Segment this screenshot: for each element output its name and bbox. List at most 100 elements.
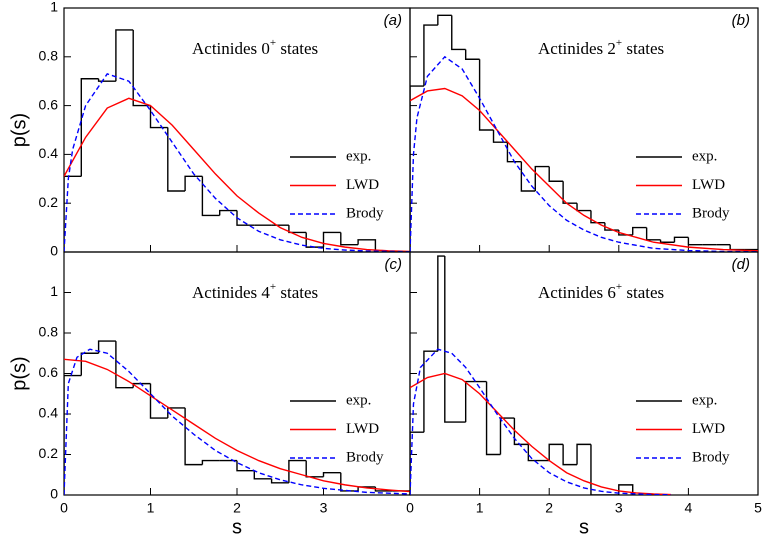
legend-label: Brody [346, 449, 384, 465]
panel-title: Actinides 0+ states [192, 37, 318, 58]
histogram-bin [492, 130, 508, 143]
histogram-bin [410, 431, 424, 495]
histogram-bin [464, 49, 480, 60]
title-main: Actinides 4 [192, 283, 270, 302]
histogram-bin [184, 175, 203, 191]
title-sup: + [616, 281, 622, 293]
title-end: states [622, 283, 664, 302]
panel-label: (b) [732, 12, 750, 29]
histogram-bin [201, 459, 220, 465]
panel-title: Actinides 2+ states [538, 37, 664, 58]
legend-label: exp. [346, 392, 371, 408]
legend-label: Brody [692, 449, 730, 465]
histogram-bin [64, 374, 82, 495]
y-tick-label: 0.6 [39, 96, 59, 112]
curve [410, 372, 672, 495]
histogram-bin [590, 210, 605, 224]
histogram-bin [149, 105, 168, 129]
histogram-bin [451, 15, 466, 51]
legend-label: exp. [346, 148, 371, 164]
y-tick-label: 0 [50, 486, 58, 502]
title-sup: + [270, 37, 276, 49]
y-tick-label: 1 [50, 283, 58, 299]
histogram-bin [410, 85, 424, 252]
histogram-bin [527, 444, 550, 462]
histogram-bin [618, 484, 634, 495]
x-tick-label: 2 [233, 500, 241, 516]
legend-label: LWD [346, 421, 379, 437]
legend-label: LWD [692, 421, 725, 437]
histogram-bin [357, 239, 377, 252]
histogram-bin [270, 478, 289, 484]
y-tick-label: 0.2 [39, 194, 59, 210]
legend-label: LWD [692, 177, 725, 193]
histogram-bin [562, 444, 578, 466]
panel-title: Actinides 6+ states [538, 281, 664, 302]
histogram-bin [322, 472, 341, 477]
histogram-bin [478, 59, 494, 131]
legend-label: LWD [346, 177, 379, 193]
x-tick-label: 1 [147, 500, 155, 516]
histogram-bin [184, 407, 203, 466]
y-tick-label: 0.8 [39, 324, 59, 340]
histogram-bin [513, 418, 529, 446]
y-axis-label: p(s) [8, 356, 30, 390]
histogram-bin [236, 210, 255, 226]
histogram-bin [520, 161, 536, 192]
histogram-bin [423, 24, 438, 87]
curve [410, 87, 758, 252]
y-axis-label: p(s) [8, 113, 30, 147]
curve [64, 358, 410, 493]
x-tick-label: 4 [685, 500, 693, 516]
y-tick-label: 1 [50, 0, 58, 15]
histogram-bin [444, 256, 466, 423]
y-tick-label: 0.2 [39, 445, 59, 461]
title-main: Actinides 2 [538, 39, 616, 58]
histogram-bin [167, 127, 186, 192]
legend-label: exp. [692, 392, 717, 408]
histogram-bin [729, 244, 745, 251]
histogram-bin [115, 341, 134, 389]
histogram-bin [97, 78, 116, 82]
title-main: Actinides 0 [192, 39, 270, 58]
panel: exp. LWD Brody Actinides 2+ states (b) [409, 7, 759, 253]
x-tick-label: 3 [615, 500, 623, 516]
histogram-bin [305, 460, 324, 478]
histogram-bin [288, 459, 307, 483]
curve [64, 73, 410, 252]
title-end: states [276, 39, 318, 58]
histogram-bin [645, 227, 661, 241]
title-end: states [622, 39, 664, 58]
histogram-bin [219, 209, 237, 216]
y-tick-label: 0 [50, 243, 58, 259]
title-sup: + [616, 37, 622, 49]
histogram-bin [744, 248, 758, 252]
histogram-bin [659, 239, 675, 243]
title-main: Actinides 6 [538, 283, 616, 302]
legend-label: exp. [692, 148, 717, 164]
curve [64, 348, 410, 495]
histogram-bin [464, 380, 487, 423]
x-tick-label: 1 [476, 500, 484, 516]
histogram-bin [115, 29, 134, 82]
x-tick-label: 2 [545, 500, 553, 516]
histogram-bin [437, 255, 445, 352]
curve [64, 97, 410, 252]
panel-label: (d) [732, 256, 750, 273]
legend-label: Brody [692, 205, 730, 221]
panel-label: (a) [384, 12, 402, 29]
panel-label: (c) [385, 256, 403, 273]
histogram-bin [590, 444, 619, 495]
curve [410, 55, 758, 252]
legend-label: Brody [346, 205, 384, 221]
histogram-bin [97, 340, 116, 354]
histogram-bin [80, 352, 99, 376]
histogram-bin [236, 460, 255, 472]
histogram-bin [305, 232, 324, 248]
x-tick-label: 3 [320, 500, 328, 516]
y-tick-label: 0.6 [39, 364, 59, 380]
panel: 0 0.2 0.4 0.6 0.8 1 exp. LWD Brody Actinides 0+ s… [8, 0, 411, 259]
histogram-bin [340, 232, 359, 246]
title-sup: + [270, 281, 276, 293]
